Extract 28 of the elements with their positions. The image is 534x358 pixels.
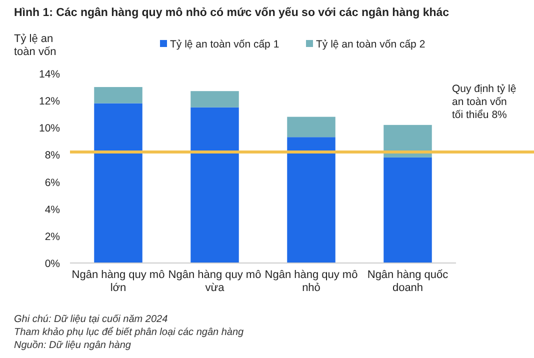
legend-label: Tỷ lệ an toàn vốn cấp 2 [316, 38, 426, 50]
y-tick-label: 2% [44, 230, 60, 243]
bar [287, 116, 336, 138]
text: Nguồn: Dữ liệu ngân hàng [14, 340, 132, 351]
bar [190, 107, 239, 263]
y-tick-label: 12% [38, 96, 60, 108]
y-tick-label: 14% [38, 68, 60, 80]
y-tick-label: 10% [38, 122, 60, 135]
bar [384, 124, 432, 158]
legend-label: Tỷ lệ an toàn vốn cấp 1 [170, 38, 280, 50]
text: Tham khảo phụ lục để biết phân loại các ngân hàng [14, 326, 244, 338]
y-axis-title: Tỷ lệ an toàn vốn [14, 33, 56, 58]
x-tick-label: Ngân hàng quy mô nhỏ [264, 269, 358, 294]
bar [94, 103, 142, 263]
text: Ghi chú: Dữ liệu tại cuối năm 2024 [14, 314, 168, 325]
chart-title: Hình 1: Các ngân hàng quy mô nhỏ có mức vốn yếu so với các ngân hàng khác [14, 7, 450, 19]
y-tick-label: 4% [44, 204, 60, 216]
y-tick-label: 0% [44, 258, 60, 270]
x-tick-label: Ngân hàng quy mô vừa [168, 269, 262, 294]
y-tick-label: 6% [44, 176, 60, 189]
x-tick-label: Ngân hàng quy mô lớn [72, 269, 165, 294]
bar [287, 137, 336, 263]
bar [384, 157, 432, 263]
y-tick-label: 8% [44, 150, 60, 162]
ref-line-label: Quy định tỷ lệ an toàn vốn tối thiểu 8% [452, 83, 516, 122]
bar [94, 87, 142, 104]
bar [190, 91, 239, 108]
x-tick-label: Ngân hàng quốc doanh [367, 269, 449, 294]
